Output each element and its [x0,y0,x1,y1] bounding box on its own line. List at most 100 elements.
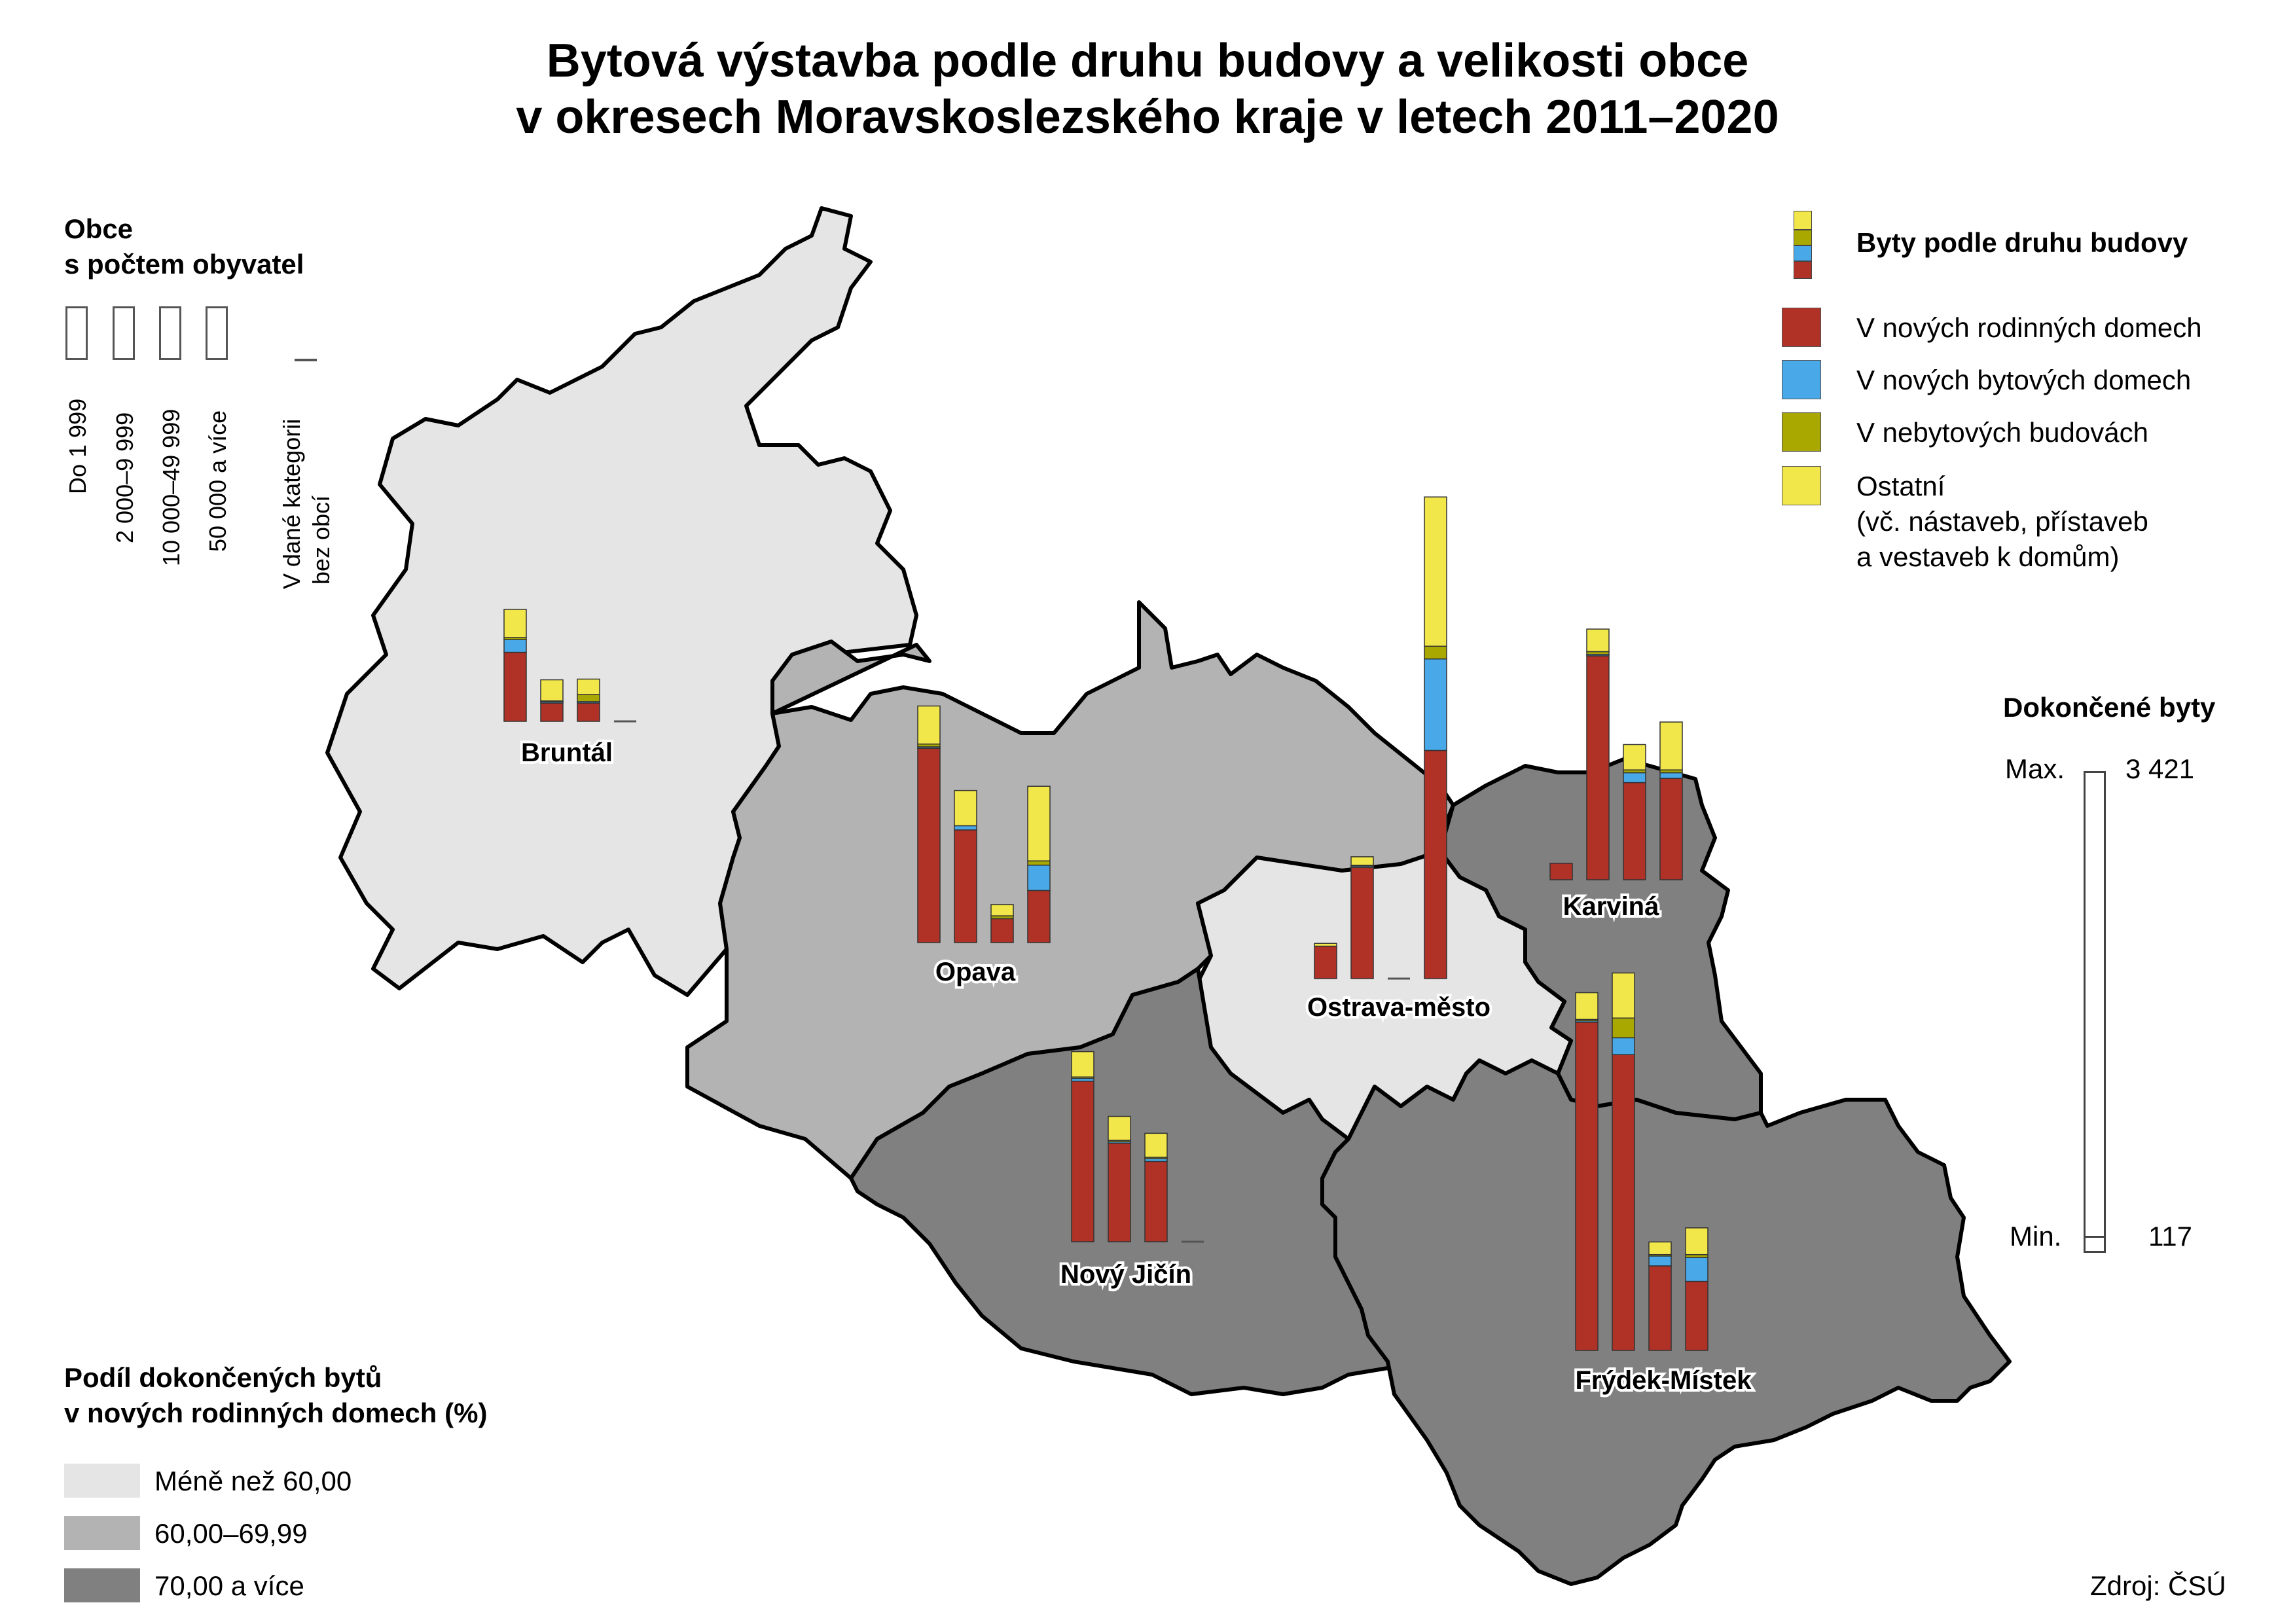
size-template-4 [206,306,228,360]
type-swatch-family [1782,308,1821,347]
bar-novy-jicin-class3-family [1144,1161,1168,1242]
bar-frydek-mistek-class2-nonres [1612,1017,1635,1039]
bar-karvina-class3-other [1623,744,1646,770]
bar-ostrava-mesto-class1-family [1314,945,1337,979]
bar-bruntal-class3-family [577,702,600,722]
type-swatch-other [1782,466,1821,505]
bar-novy-jicin-class2-other [1108,1115,1131,1141]
size-template-1 [65,306,88,360]
size-template-2 [113,306,135,360]
type-label-nonres: V nebytových budovách [1856,417,2148,448]
size-class-label-2: 2 000–9 999 [111,412,138,543]
type-swatch-apartment [1782,360,1821,399]
share-swatch-mid [64,1516,140,1550]
size-none-label-2: bez obcí [308,495,334,585]
share-label-mid: 60,00–69,99 [154,1518,308,1549]
bar-ostrava-mesto-class4-other [1424,496,1447,647]
size-legend-heading-line2: s počtem obyvatel [64,249,304,280]
share-label-high: 70,00 a více [154,1570,304,1601]
bar-ostrava-mesto-class1-other [1314,943,1337,947]
type-label-apartment: V nových bytových domech [1856,365,2192,395]
bar-frydek-mistek-class3-apartment [1648,1255,1672,1267]
size-legend-heading-line1: Obce [64,213,134,244]
type-swatch-nonres [1782,412,1821,452]
bar-frydek-mistek-class4-family [1685,1280,1708,1351]
bar-layer [503,496,1708,1351]
district-label-karvina: Karviná [1563,892,1659,921]
share-swatch-low [64,1464,140,1498]
size-class-label-1: Do 1 999 [64,398,91,494]
type-label-other: Ostatní (vč. nástaveb, přístaveb a vesta… [1856,469,2148,575]
bar-frydek-mistek-class4-apartment [1685,1257,1708,1282]
size-legend-heading: Obce s počtem obyvatel [64,211,304,282]
share-swatch-high [64,1568,140,1602]
bar-opava-class3-family [990,918,1014,943]
type-label-other-line2: (vč. nástaveb, přístaveb [1856,506,2148,537]
bar-opava-class2-apartment [954,825,977,831]
title-line-1: Bytová výstavba podle druhu budovy a vel… [546,35,1749,87]
scale-max-value: 3 421 [2125,753,2195,784]
bar-frydek-mistek-class2-apartment [1612,1037,1635,1055]
bar-bruntal-class1-apartment [503,639,527,653]
size-none-label-1: V dané kategorii [278,418,305,589]
scale-min-value: 117 [2148,1221,2192,1252]
scale-min-label: Min. [2010,1221,2062,1252]
district-label-opava: Opava [935,958,1016,986]
type-legend-heading: Byty podle druhu budovy [1856,227,2188,258]
bar-karvina-class3-apartment [1623,772,1646,784]
bar-karvina-class4-other [1659,721,1683,770]
bar-frydek-mistek-class3-family [1648,1265,1672,1351]
bar-frydek-mistek-class2-family [1612,1054,1635,1351]
type-legend-mini-bar [1794,211,1812,279]
bar-bruntal-class2-other [540,679,564,702]
title-line-2: v okresech Moravskoslezského kraje v let… [516,91,1779,143]
bar-bruntal-class1-other [503,609,527,638]
share-legend-heading-line1: Podíl dokončených bytů [64,1362,382,1393]
share-legend-heading: Podíl dokončených bytů v nových rodinnýc… [64,1360,487,1431]
bar-ostrava-mesto-class4-nonres [1424,645,1447,660]
bar-opava-class4-family [1027,890,1051,943]
district-label-novy-jicin: Nový Jičín [1060,1260,1191,1289]
bar-opava-class2-family [954,829,977,943]
bar-bruntal-class1-family [503,651,527,722]
bar-ostrava-mesto-class2-family [1350,867,1374,979]
bar-novy-jicin-class3-other [1144,1132,1168,1158]
size-template-3 [159,306,181,360]
bar-opava-class4-apartment [1027,864,1051,892]
bar-frydek-mistek-class4-other [1685,1227,1708,1255]
share-label-low: Méně než 60,00 [154,1466,352,1496]
scale-max-bar [2084,771,2106,1253]
bar-karvina-class4-family [1659,778,1683,880]
type-label-other-line3: a vestaveb k domům) [1856,541,2120,572]
bar-frydek-mistek-class1-family [1575,1021,1599,1351]
bar-opava-class2-other [954,789,977,827]
scale-max-label: Max. [2005,753,2065,784]
bar-karvina-class2-other [1586,628,1610,653]
bar-bruntal-class3-other [577,678,600,695]
bar-opava-class1-family [917,748,941,943]
bar-frydek-mistek-class1-other [1575,992,1599,1020]
bar-karvina-class1-family [1549,863,1573,880]
bar-novy-jicin-class2-family [1108,1142,1131,1242]
type-label-other-line1: Ostatní [1856,471,1945,501]
district-label-ostrava-mesto: Ostrava-město [1307,993,1491,1022]
mini-bar-family [1794,261,1812,279]
bar-bruntal-class3-nonres [577,694,600,702]
share-legend-heading-line2: v nových rodinných domech (%) [64,1398,488,1428]
type-label-family: V nových rodinných domech [1856,312,2202,343]
bar-karvina-class2-family [1586,655,1610,880]
map-title: Bytová výstavba podle druhu budovy a vel… [0,33,2295,145]
bar-opava-class3-other [990,904,1014,916]
bar-karvina-class3-family [1623,782,1646,880]
region-bruntal[interactable] [325,206,918,997]
bar-novy-jicin-class1-family [1071,1080,1094,1242]
bar-frydek-mistek-class2-other [1612,972,1635,1019]
district-label-bruntal: Bruntál [521,738,613,767]
bar-frydek-mistek-class3-other [1648,1241,1672,1255]
scale-min-bar [2084,1236,2106,1253]
mini-bar-nonres [1794,230,1812,245]
mini-bar-apartment [1794,245,1812,261]
bar-opava-class1-other [917,705,941,745]
size-template-none [295,359,317,361]
